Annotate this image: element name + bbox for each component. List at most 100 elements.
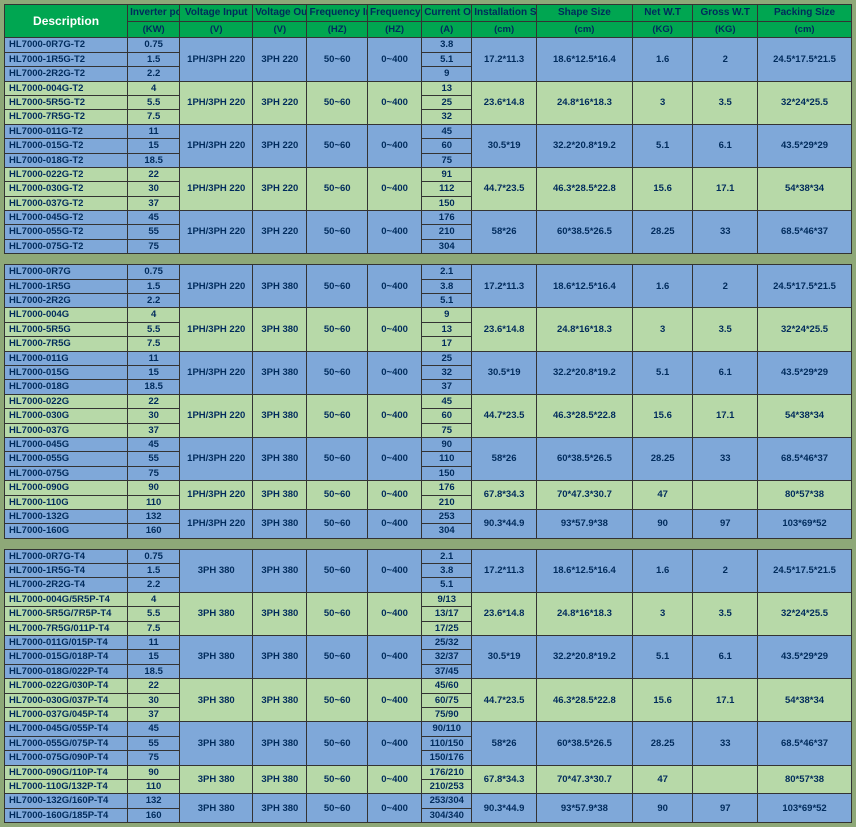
cell-pack: 24.5*17.5*21.5: [758, 549, 852, 592]
cell-current: 45: [422, 124, 472, 138]
cell-power: 7.5: [128, 337, 180, 351]
cell-description: HL7000-5R5G/7R5P-T4: [5, 607, 128, 621]
cell-pack: 68.5*46*37: [758, 437, 852, 480]
cell-net: 47: [632, 765, 693, 794]
cell-vi: 1PH/3PH 220: [180, 351, 253, 394]
table-row: HL7000-011G-T2111PH/3PH 2203PH 22050~600…: [5, 124, 852, 138]
cell-current: 304: [422, 239, 472, 253]
cell-current: 2.1: [422, 265, 472, 279]
cell-gross: 6.1: [693, 636, 758, 679]
table-row: HL7000-004G41PH/3PH 2203PH 38050~600~400…: [5, 308, 852, 322]
cell-description: HL7000-030G: [5, 409, 128, 423]
cell-gross: 33: [693, 211, 758, 254]
col-description: Description: [5, 5, 128, 38]
cell-fo: 0~400: [367, 437, 421, 480]
cell-net: 3: [632, 592, 693, 635]
cell-current: 75: [422, 423, 472, 437]
header-row: Description Inverter power Voltage Input…: [5, 5, 852, 22]
table-row: HL7000-0R7G-T40.753PH 3803PH 38050~600~4…: [5, 549, 852, 563]
cell-fi: 50~60: [307, 167, 368, 210]
cell-vi: 3PH 380: [180, 794, 253, 823]
table-header: Description Inverter power Voltage Input…: [5, 5, 852, 38]
cell-shape: 32.2*20.8*19.2: [536, 636, 632, 679]
unit-cur: (A): [422, 22, 472, 38]
cell-description: HL7000-045G/055P-T4: [5, 722, 128, 736]
cell-gross: 3.5: [693, 81, 758, 124]
cell-description: HL7000-5R5G: [5, 322, 128, 336]
cell-current: 5.1: [422, 52, 472, 66]
cell-net: 15.6: [632, 679, 693, 722]
cell-vo: 3PH 380: [253, 394, 307, 437]
cell-current: 13/17: [422, 607, 472, 621]
cell-inst: 17.2*11.3: [472, 265, 537, 308]
unit-net: (KG): [632, 22, 693, 38]
cell-fi: 50~60: [307, 211, 368, 254]
cell-fo: 0~400: [367, 509, 421, 538]
cell-description: HL7000-030G/037P-T4: [5, 693, 128, 707]
cell-vo: 3PH 220: [253, 38, 307, 81]
cell-current: 176/210: [422, 765, 472, 779]
cell-description: HL7000-160G/185P-T4: [5, 808, 128, 822]
cell-description: HL7000-011G: [5, 351, 128, 365]
cell-description: HL7000-0R7G-T4: [5, 549, 128, 563]
cell-vo: 3PH 380: [253, 765, 307, 794]
cell-power: 0.75: [128, 38, 180, 52]
cell-net: 5.1: [632, 636, 693, 679]
cell-power: 5.5: [128, 322, 180, 336]
cell-power: 22: [128, 679, 180, 693]
cell-vi: 3PH 380: [180, 679, 253, 722]
cell-description: HL7000-011G-T2: [5, 124, 128, 138]
cell-power: 22: [128, 167, 180, 181]
cell-description: HL7000-090G/110P-T4: [5, 765, 128, 779]
unit-fout: (HZ): [367, 22, 421, 38]
cell-power: 0.75: [128, 549, 180, 563]
table-row: HL7000-045G/055P-T4453PH 3803PH 38050~60…: [5, 722, 852, 736]
cell-power: 2.2: [128, 578, 180, 592]
cell-pack: 68.5*46*37: [758, 211, 852, 254]
cell-pack: 54*38*34: [758, 679, 852, 722]
cell-vi: 3PH 380: [180, 722, 253, 765]
cell-pack: 43.5*29*29: [758, 124, 852, 167]
cell-vi: 1PH/3PH 220: [180, 211, 253, 254]
cell-pack: 80*57*38: [758, 481, 852, 510]
unit-fin: (HZ): [307, 22, 368, 38]
cell-gross: 17.1: [693, 679, 758, 722]
cell-fi: 50~60: [307, 308, 368, 351]
unit-vout: (V): [253, 22, 307, 38]
cell-current: 110: [422, 452, 472, 466]
cell-power: 75: [128, 751, 180, 765]
cell-fo: 0~400: [367, 722, 421, 765]
cell-vi: 1PH/3PH 220: [180, 38, 253, 81]
cell-power: 7.5: [128, 110, 180, 124]
cell-current: 25: [422, 95, 472, 109]
cell-description: HL7000-030G-T2: [5, 182, 128, 196]
cell-power: 37: [128, 423, 180, 437]
cell-current: 9: [422, 67, 472, 81]
cell-shape: 18.6*12.5*16.4: [536, 265, 632, 308]
cell-description: HL7000-015G: [5, 365, 128, 379]
table-row: HL7000-045G451PH/3PH 2203PH 38050~600~40…: [5, 437, 852, 451]
table-row: HL7000-132G1321PH/3PH 2203PH 38050~600~4…: [5, 509, 852, 523]
cell-power: 75: [128, 466, 180, 480]
cell-current: 5.1: [422, 294, 472, 308]
cell-inst: 23.6*14.8: [472, 592, 537, 635]
cell-vo: 3PH 380: [253, 636, 307, 679]
cell-gross: 97: [693, 509, 758, 538]
cell-shape: 32.2*20.8*19.2: [536, 351, 632, 394]
col-vin: Voltage Input: [180, 5, 253, 22]
cell-current: 13: [422, 81, 472, 95]
cell-inst: 17.2*11.3: [472, 38, 537, 81]
cell-power: 37: [128, 196, 180, 210]
cell-current: 176: [422, 211, 472, 225]
cell-current: 210: [422, 495, 472, 509]
cell-current: 3.8: [422, 564, 472, 578]
unit-shape: (cm): [536, 22, 632, 38]
cell-description: HL7000-1R5G-T4: [5, 564, 128, 578]
cell-current: 60: [422, 139, 472, 153]
cell-description: HL7000-7R5G/011P-T4: [5, 621, 128, 635]
cell-inst: 67.8*34.3: [472, 481, 537, 510]
table-row: HL7000-022G221PH/3PH 2203PH 38050~600~40…: [5, 394, 852, 408]
cell-vo: 3PH 380: [253, 794, 307, 823]
cell-vi: 3PH 380: [180, 592, 253, 635]
cell-vo: 3PH 220: [253, 124, 307, 167]
